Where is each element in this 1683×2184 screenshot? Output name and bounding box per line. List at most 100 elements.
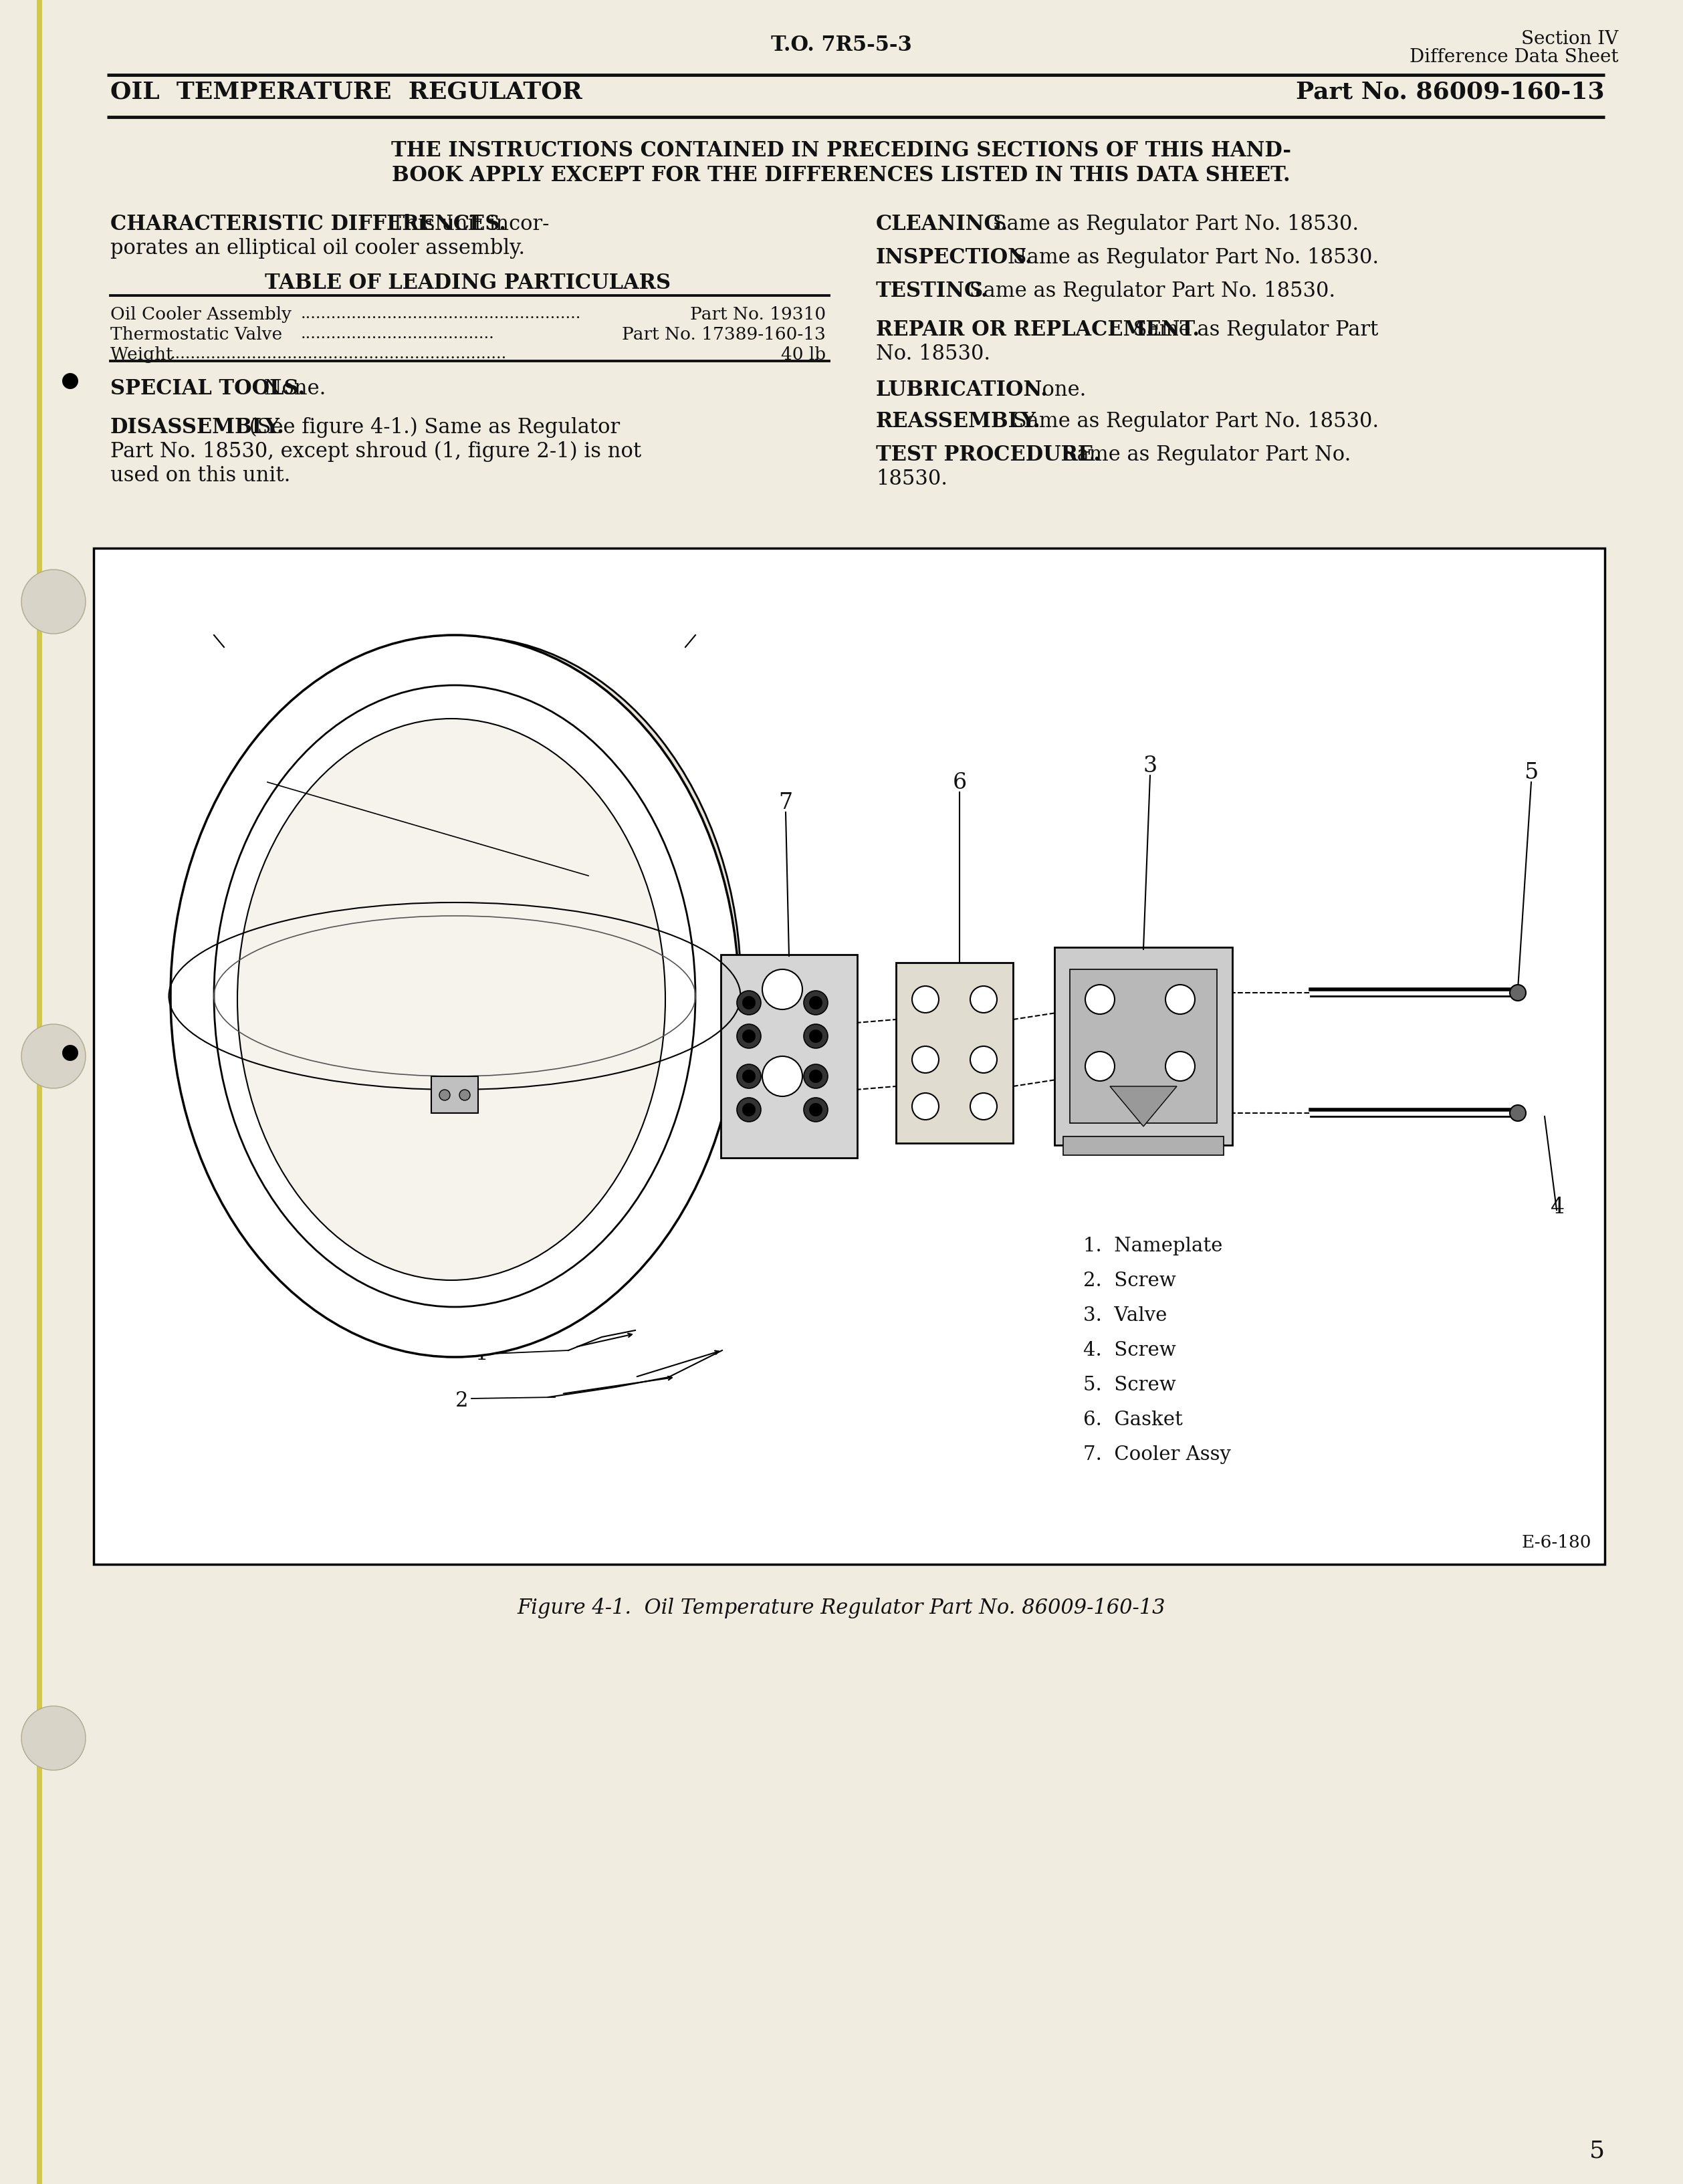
Text: 3.  Valve: 3. Valve bbox=[1084, 1306, 1166, 1326]
Text: Thermostatic Valve: Thermostatic Valve bbox=[111, 325, 283, 343]
FancyBboxPatch shape bbox=[1055, 948, 1232, 1144]
Circle shape bbox=[22, 570, 86, 633]
Text: DISASSEMBLY.: DISASSEMBLY. bbox=[111, 417, 284, 437]
Circle shape bbox=[969, 1092, 996, 1120]
Text: Section IV: Section IV bbox=[1521, 31, 1617, 48]
Circle shape bbox=[1510, 1105, 1526, 1120]
Text: 5: 5 bbox=[1525, 762, 1538, 784]
Circle shape bbox=[737, 1024, 761, 1048]
Circle shape bbox=[969, 985, 996, 1013]
Text: CLEANING.: CLEANING. bbox=[875, 214, 1008, 234]
Circle shape bbox=[742, 1070, 756, 1083]
Text: LUBRICATION.: LUBRICATION. bbox=[875, 380, 1049, 400]
Circle shape bbox=[810, 1029, 823, 1044]
Text: OIL  TEMPERATURE  REGULATOR: OIL TEMPERATURE REGULATOR bbox=[111, 81, 582, 103]
Circle shape bbox=[459, 1090, 470, 1101]
Circle shape bbox=[804, 1024, 828, 1048]
Circle shape bbox=[22, 1024, 86, 1088]
Bar bbox=[431, 1077, 478, 1114]
Text: ..................................................................: ........................................… bbox=[170, 347, 507, 363]
Circle shape bbox=[804, 1064, 828, 1088]
Circle shape bbox=[742, 1029, 756, 1044]
Circle shape bbox=[912, 1092, 939, 1120]
Text: Oil Cooler Assembly: Oil Cooler Assembly bbox=[111, 306, 291, 323]
Text: T.O. 7R5-5-3: T.O. 7R5-5-3 bbox=[771, 35, 912, 55]
Text: 40 lb: 40 lb bbox=[781, 347, 826, 363]
Text: None.: None. bbox=[1018, 380, 1086, 400]
Text: ......................................: ...................................... bbox=[301, 325, 495, 341]
Text: 1.  Nameplate: 1. Nameplate bbox=[1084, 1236, 1222, 1256]
Circle shape bbox=[810, 996, 823, 1009]
Text: 1: 1 bbox=[475, 1343, 488, 1365]
Circle shape bbox=[810, 1103, 823, 1116]
Text: used on this unit.: used on this unit. bbox=[111, 465, 291, 487]
Ellipse shape bbox=[192, 638, 741, 1334]
Bar bbox=[94, 548, 1606, 1564]
Text: Same as Regulator Part No. 18530.: Same as Regulator Part No. 18530. bbox=[1006, 411, 1378, 432]
FancyBboxPatch shape bbox=[720, 954, 857, 1158]
Text: REPAIR OR REPLACEMENT.: REPAIR OR REPLACEMENT. bbox=[875, 319, 1200, 341]
Text: 2: 2 bbox=[454, 1391, 468, 1411]
Circle shape bbox=[912, 1046, 939, 1072]
Text: Same as Regulator Part: Same as Regulator Part bbox=[1126, 319, 1378, 341]
Circle shape bbox=[1086, 985, 1114, 1013]
Text: 3: 3 bbox=[1143, 756, 1158, 778]
Text: Same as Regulator Part No. 18530.: Same as Regulator Part No. 18530. bbox=[963, 282, 1335, 301]
Circle shape bbox=[804, 1099, 828, 1123]
Circle shape bbox=[439, 1090, 449, 1101]
Circle shape bbox=[737, 1064, 761, 1088]
Text: SPECIAL TOOLS.: SPECIAL TOOLS. bbox=[111, 378, 305, 400]
Text: Part No. 18530, except shroud (1, figure 2-1) is not: Part No. 18530, except shroud (1, figure… bbox=[111, 441, 641, 463]
Text: REASSEMBLY.: REASSEMBLY. bbox=[875, 411, 1040, 432]
Circle shape bbox=[810, 1070, 823, 1083]
Text: No. 18530.: No. 18530. bbox=[875, 343, 990, 365]
Circle shape bbox=[762, 1057, 803, 1096]
Text: INSPECTION.: INSPECTION. bbox=[875, 247, 1033, 269]
Circle shape bbox=[62, 1044, 77, 1061]
Text: 4: 4 bbox=[1552, 1197, 1565, 1219]
Text: Difference Data Sheet: Difference Data Sheet bbox=[1409, 48, 1617, 66]
Circle shape bbox=[1086, 1051, 1114, 1081]
Text: This unit incor-: This unit incor- bbox=[384, 214, 549, 234]
Ellipse shape bbox=[214, 686, 695, 1306]
Text: 4.  Screw: 4. Screw bbox=[1084, 1341, 1176, 1361]
Text: 18530.: 18530. bbox=[875, 470, 948, 489]
Circle shape bbox=[742, 996, 756, 1009]
Text: porates an elliptical oil cooler assembly.: porates an elliptical oil cooler assembl… bbox=[111, 238, 525, 258]
Text: (See figure 4-1.) Same as Regulator: (See figure 4-1.) Same as Regulator bbox=[242, 417, 619, 439]
Text: None.: None. bbox=[257, 378, 327, 400]
Circle shape bbox=[762, 970, 803, 1009]
Circle shape bbox=[22, 1706, 86, 1771]
Bar bbox=[1070, 970, 1217, 1123]
Circle shape bbox=[742, 1103, 756, 1116]
Text: 6.  Gasket: 6. Gasket bbox=[1084, 1411, 1183, 1428]
Text: TESTING.: TESTING. bbox=[875, 282, 988, 301]
Text: Same as Regulator Part No. 18530.: Same as Regulator Part No. 18530. bbox=[986, 214, 1358, 234]
Text: Part No. 86009-160-13: Part No. 86009-160-13 bbox=[1296, 81, 1606, 103]
Circle shape bbox=[804, 992, 828, 1016]
Text: Figure 4-1.  Oil Temperature Regulator Part No. 86009-160-13: Figure 4-1. Oil Temperature Regulator Pa… bbox=[517, 1599, 1165, 1618]
Text: Same as Regulator Part No.: Same as Regulator Part No. bbox=[1057, 446, 1351, 465]
Text: BOOK APPLY EXCEPT FOR THE DIFFERENCES LISTED IN THIS DATA SHEET.: BOOK APPLY EXCEPT FOR THE DIFFERENCES LI… bbox=[392, 166, 1291, 186]
Bar bbox=[895, 963, 1013, 1142]
Text: 7: 7 bbox=[779, 793, 793, 815]
Ellipse shape bbox=[170, 636, 739, 1356]
Circle shape bbox=[969, 1046, 996, 1072]
Text: 5: 5 bbox=[1589, 2138, 1606, 2162]
Text: Part No. 19310: Part No. 19310 bbox=[690, 306, 826, 323]
Circle shape bbox=[1165, 985, 1195, 1013]
Polygon shape bbox=[1111, 1085, 1176, 1127]
Circle shape bbox=[62, 373, 77, 389]
Text: E-6-180: E-6-180 bbox=[1521, 1533, 1592, 1551]
Bar bbox=[37, 0, 42, 2184]
Text: 6: 6 bbox=[953, 773, 966, 793]
Bar bbox=[1064, 1136, 1224, 1155]
Circle shape bbox=[737, 992, 761, 1016]
Text: 2.  Screw: 2. Screw bbox=[1084, 1271, 1176, 1291]
Text: CHARACTERISTIC DIFFERENCES.: CHARACTERISTIC DIFFERENCES. bbox=[111, 214, 507, 234]
Circle shape bbox=[912, 985, 939, 1013]
Text: 7.  Cooler Assy: 7. Cooler Assy bbox=[1084, 1446, 1230, 1463]
Text: Same as Regulator Part No. 18530.: Same as Regulator Part No. 18530. bbox=[1006, 247, 1378, 269]
Circle shape bbox=[1510, 985, 1526, 1000]
Text: Part No. 17389-160-13: Part No. 17389-160-13 bbox=[623, 325, 826, 343]
